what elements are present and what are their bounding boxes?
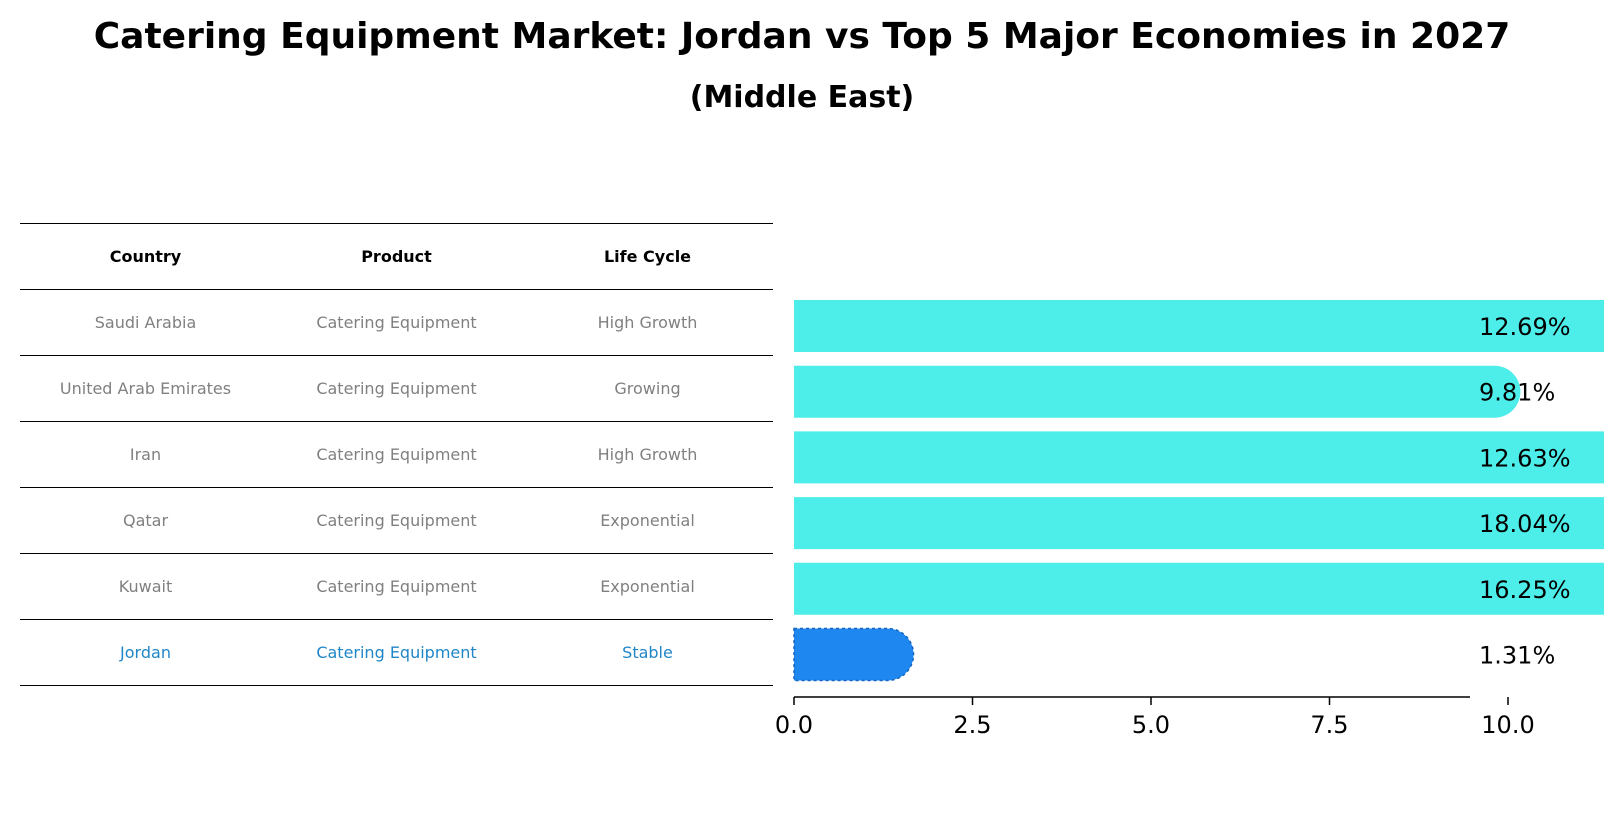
chart-title: Catering Equipment Market: Jordan vs Top… (93, 16, 1511, 57)
cell-country: United Arab Emirates (59, 379, 232, 398)
cell-product: Catering Equipment (316, 643, 477, 662)
cell-product: Catering Equipment (316, 577, 477, 596)
cell-life-cycle: High Growth (597, 313, 698, 332)
table-row: United Arab Emirates Catering Equipment … (20, 355, 773, 421)
bar-qatar (794, 497, 1604, 550)
cell-country: Jordan (120, 643, 171, 662)
x-tick-label: 7.5 (1310, 711, 1348, 739)
data-label-qatar: 18.04% (1479, 510, 1571, 538)
comparison-table: Country Product Life Cycle Saudi Arabia … (20, 223, 773, 686)
bar-saudi-arabia (794, 300, 1604, 352)
table-row: Qatar Catering Equipment Exponential (20, 487, 773, 553)
cell-life-cycle: Stable (622, 643, 673, 662)
cell-country: Iran (129, 445, 162, 464)
cell-life-cycle: Exponential (600, 577, 695, 596)
cell-product: Catering Equipment (316, 511, 477, 530)
table-row: Iran Catering Equipment High Growth (20, 421, 773, 487)
bar-kuwait (794, 562, 1604, 615)
cell-life-cycle: Growing (614, 379, 681, 398)
cell-life-cycle: Exponential (600, 511, 695, 530)
cell-product: Catering Equipment (316, 379, 477, 398)
cell-country: Kuwait (118, 577, 173, 596)
cell-country: Saudi Arabia (94, 313, 197, 332)
cell-product: Catering Equipment (316, 445, 477, 464)
cell-country: Qatar (122, 511, 169, 530)
data-label-united-arab-emirates: 9.81% (1479, 379, 1555, 407)
table-header-row: Country Product Life Cycle (20, 223, 773, 289)
chart-subtitle: (Middle East) (689, 80, 915, 115)
data-label-jordan: 1.31% (1479, 642, 1555, 670)
x-tick-label: 5.0 (1132, 711, 1170, 739)
x-tick-label: 2.5 (953, 711, 991, 739)
header-product: Product (361, 247, 432, 266)
bar-united-arab-emirates (794, 365, 1521, 418)
table-row: Kuwait Catering Equipment Exponential (20, 553, 773, 619)
data-label-saudi-arabia: 12.69% (1479, 313, 1571, 341)
data-label-iran: 12.63% (1479, 444, 1571, 472)
table-row: Saudi Arabia Catering Equipment High Gro… (20, 289, 773, 355)
cell-product: Catering Equipment (316, 313, 477, 332)
bar-jordan (793, 627, 915, 682)
x-tick-label: 10.0 (1481, 711, 1534, 739)
header-country: Country (109, 247, 182, 266)
data-label-kuwait: 16.25% (1479, 576, 1571, 604)
x-tick-label: 0.0 (775, 711, 813, 739)
bar-iran (794, 431, 1604, 484)
header-life-cycle: Life Cycle (603, 247, 692, 266)
cell-life-cycle: High Growth (597, 445, 698, 464)
table-row-highlight: Jordan Catering Equipment Stable (20, 619, 773, 686)
